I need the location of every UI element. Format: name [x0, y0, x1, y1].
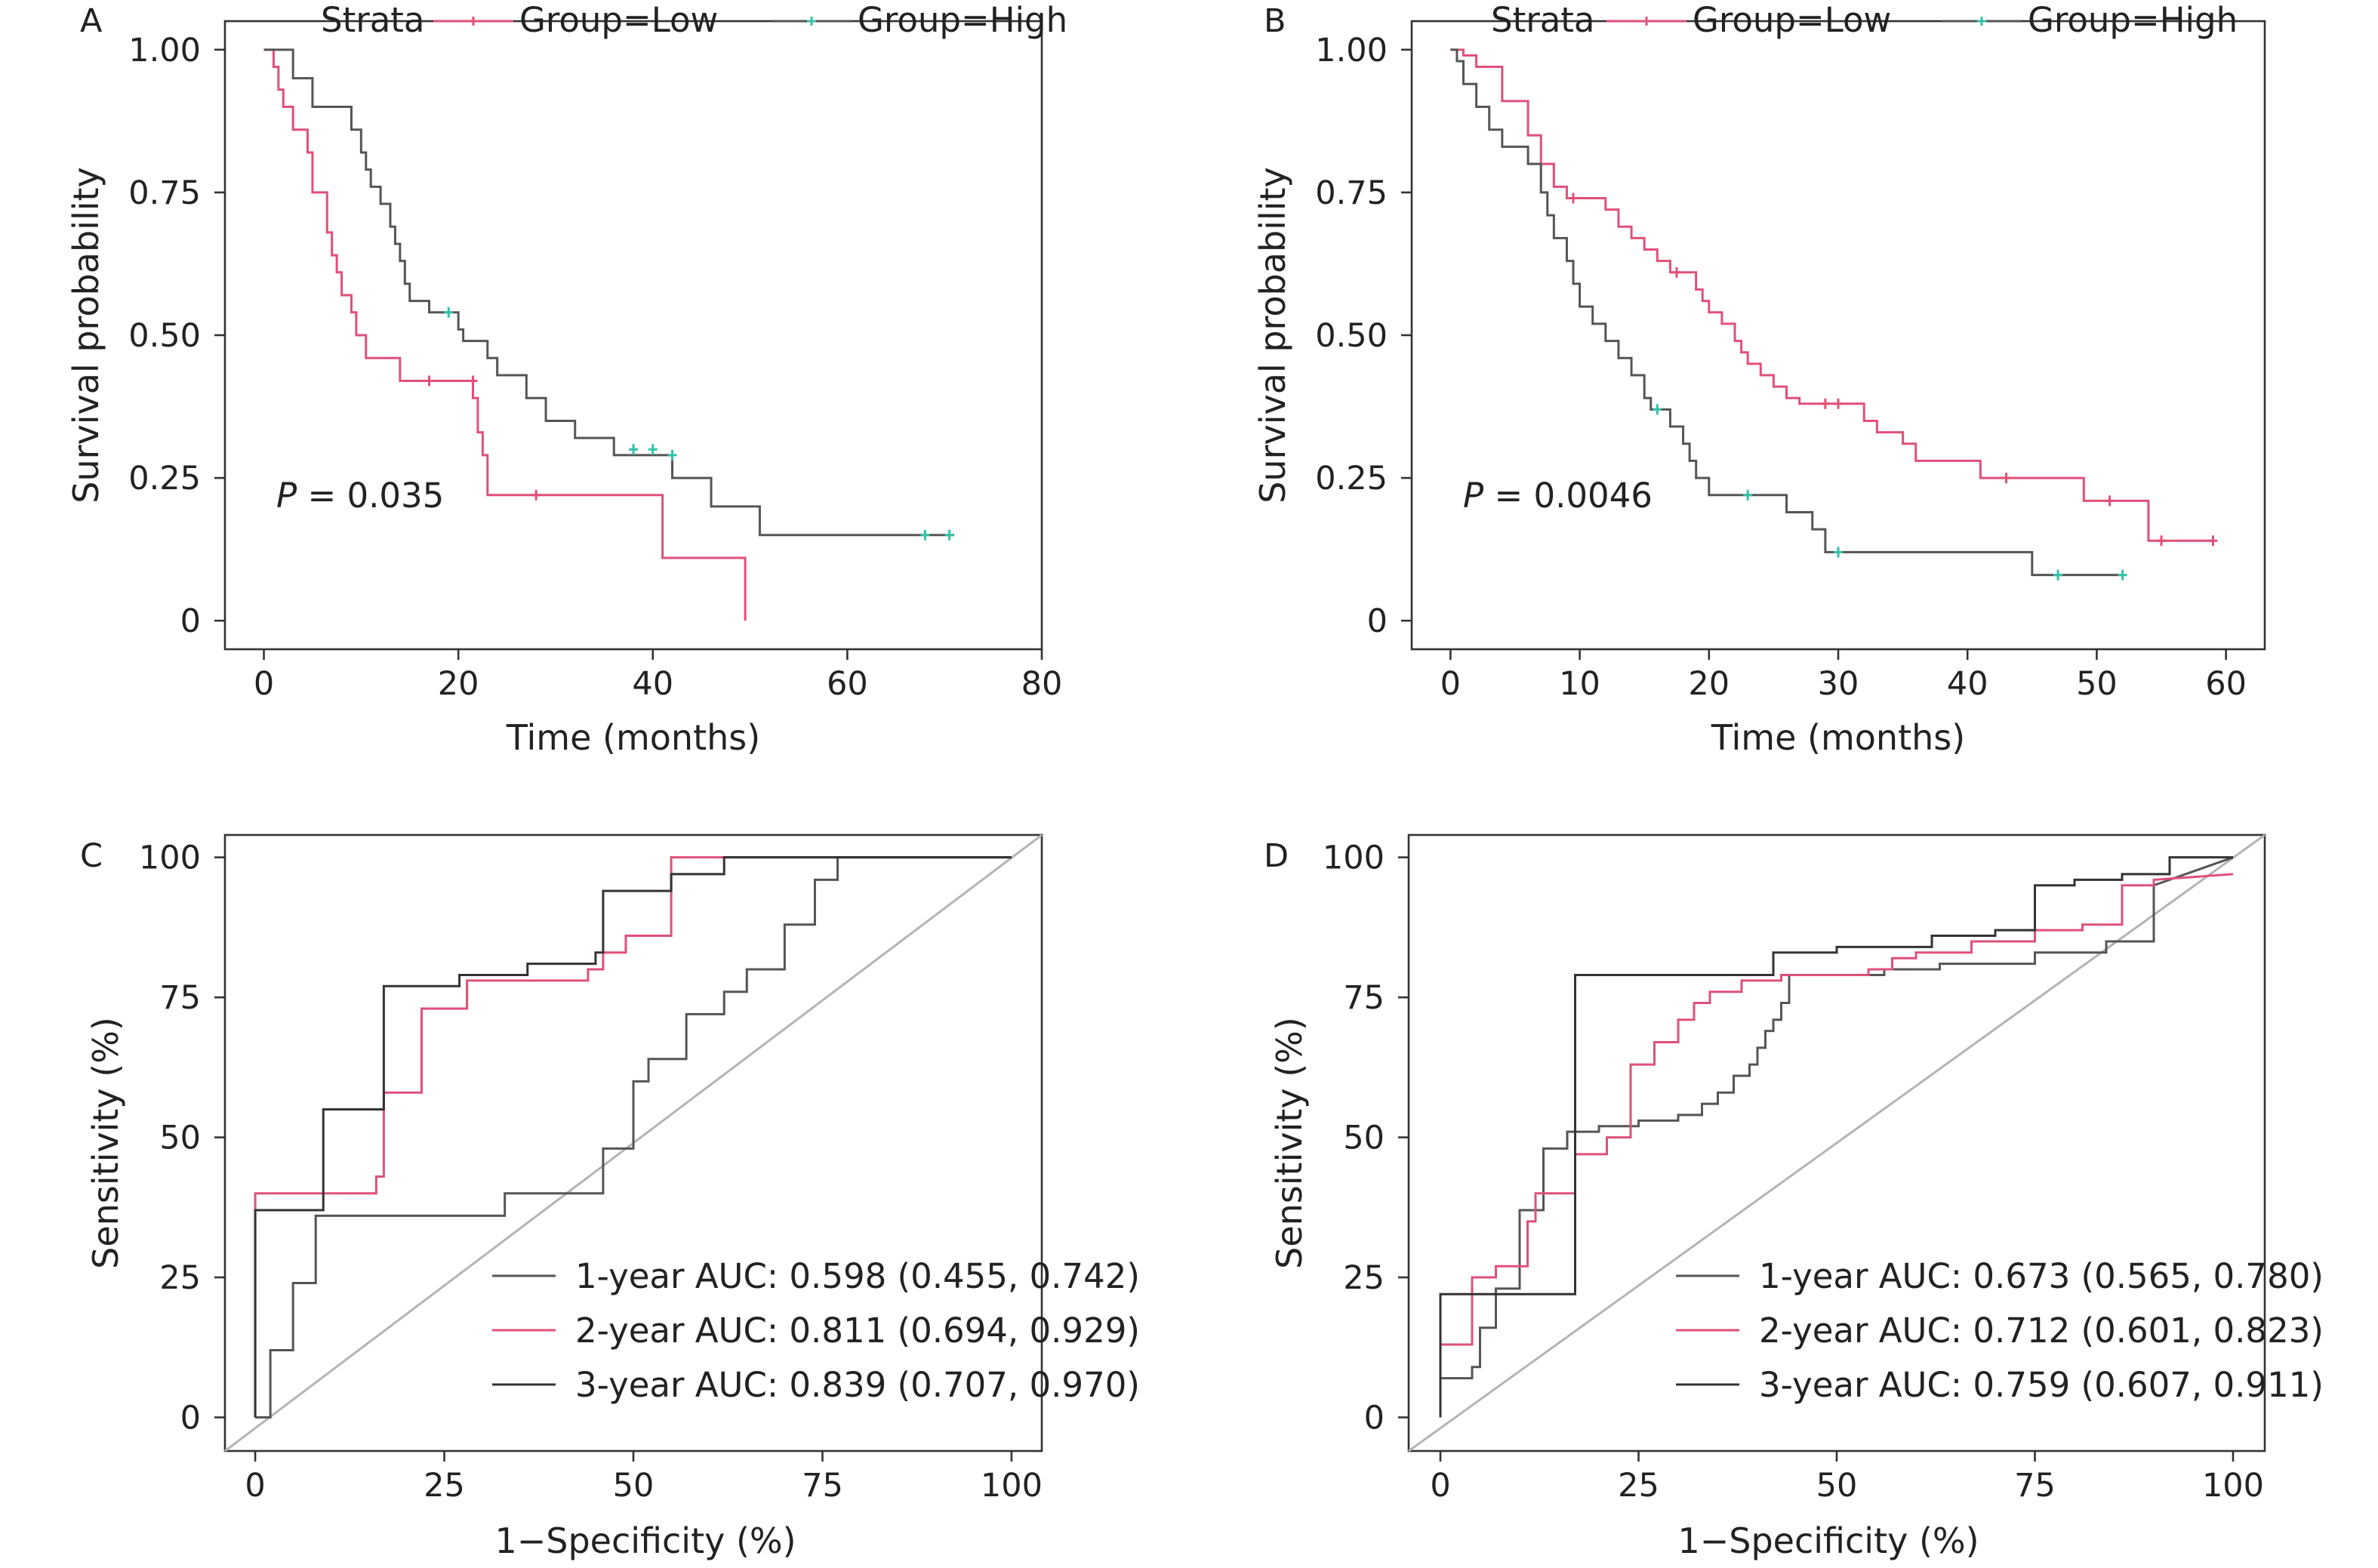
legend-label-d: 3-year AUC: 0.759 (0.607, 0.911) — [1759, 1365, 2324, 1405]
x-tick-label-d: 50 — [1816, 1467, 1858, 1505]
legend-a: Strata Group=Low Group=High — [321, 0, 1067, 40]
y-tick-label-b: 0.25 — [1315, 460, 1388, 498]
panel-c-roc-plot: C 0 25 50 75 100 0 25 50 75 100 1-year AUC: 0.598… — [80, 833, 1140, 1561]
x-tick-label-c: 100 — [981, 1467, 1043, 1505]
panel-letter-d: D — [1264, 837, 1289, 875]
x-tick-label-a: 0 — [254, 665, 274, 703]
x-tick-label-d: 100 — [2202, 1467, 2264, 1505]
axis-ticks-d: 0 25 50 75 100 0 25 50 75 100 — [1323, 839, 2264, 1505]
legend-label-a: Group=High — [858, 0, 1067, 40]
y-tick-label-b: 0 — [1367, 602, 1388, 640]
roc-curve-c-3yr — [254, 856, 1012, 1418]
roc-curve-c-2yr — [254, 856, 1012, 1418]
legend-label-c: 3-year AUC: 0.839 (0.707, 0.970) — [575, 1365, 1140, 1405]
series-layer-a — [263, 48, 955, 621]
panel-b-survival-plot: B 0 10 20 30 40 50 60 0 0.25 0.50 0.75 1.00 Strata G… — [1252, 0, 2266, 758]
y-tick-label-a: 0.25 — [128, 460, 201, 498]
x-tick-label-a: 20 — [438, 665, 479, 703]
x-tick-label-b: 20 — [1688, 665, 1730, 703]
x-tick-label-b: 0 — [1440, 665, 1461, 703]
y-tick-label-d: 75 — [1343, 979, 1385, 1017]
y-tick-label-a: 0.50 — [128, 317, 201, 355]
x-axis-title-b: Time (months) — [1711, 717, 1965, 758]
x-tick-label-b: 40 — [1947, 665, 1988, 703]
km-curve-a-low — [263, 48, 747, 621]
y-tick-label-b: 0.75 — [1315, 174, 1388, 212]
y-axis-title-b: Survival probability — [1252, 167, 1293, 504]
legend-label-c: 1-year AUC: 0.598 (0.455, 0.742) — [575, 1256, 1140, 1296]
x-tick-label-a: 60 — [827, 665, 868, 703]
legend-label-a: Group=Low — [519, 0, 718, 40]
x-axis-title-c: 1−Specificity (%) — [494, 1520, 796, 1561]
roc-curve-d-2yr — [1439, 873, 2234, 1418]
x-tick-label-a: 40 — [632, 665, 673, 703]
panel-letter-a: A — [80, 2, 103, 40]
x-tick-label-c: 0 — [245, 1467, 265, 1505]
y-tick-label-a: 0 — [180, 602, 201, 640]
x-tick-label-c: 75 — [802, 1467, 843, 1505]
x-tick-label-c: 50 — [613, 1467, 655, 1505]
axis-ticks-a: 0 20 40 60 80 0 0.25 0.50 0.75 1.00 — [128, 32, 1062, 703]
y-tick-label-b: 0.50 — [1315, 317, 1388, 355]
y-axis-title-d: Sensitivity (%) — [1269, 1017, 1310, 1269]
axis-ticks-b: 0 10 20 30 40 50 60 0 0.25 0.50 0.75 1.00 — [1315, 32, 2247, 703]
series-layer-b — [1450, 48, 2218, 581]
p-value-annotation-a: P = 0.035 — [276, 476, 444, 516]
x-tick-label-d: 0 — [1430, 1467, 1450, 1505]
legend-c: 1-year AUC: 0.598 (0.455, 0.742) 2-year A… — [492, 1256, 1140, 1405]
y-tick-label-c: 50 — [159, 1120, 201, 1157]
y-tick-label-d: 50 — [1343, 1120, 1385, 1157]
x-tick-label-c: 25 — [424, 1467, 465, 1505]
x-tick-label-d: 25 — [1618, 1467, 1659, 1505]
plot-frame-a — [223, 20, 1043, 651]
x-tick-label-b: 50 — [2076, 665, 2118, 703]
panel-letter-b: B — [1264, 2, 1286, 40]
y-tick-label-a: 1.00 — [128, 32, 201, 69]
y-tick-label-c: 25 — [159, 1259, 201, 1297]
reference-diagonal-d — [1408, 833, 2266, 1452]
legend-label-d: 1-year AUC: 0.673 (0.565, 0.780) — [1759, 1256, 2324, 1296]
legend-title-a: Strata — [321, 0, 425, 40]
x-tick-label-b: 10 — [1559, 665, 1600, 703]
legend-b: Strata Group=Low Group=High — [1491, 0, 2238, 40]
x-tick-label-d: 75 — [2014, 1467, 2056, 1505]
legend-label-c: 2-year AUC: 0.811 (0.694, 0.929) — [575, 1311, 1140, 1351]
panel-a-survival-plot: A 0 20 40 60 80 0 0.25 0.50 0.75 1.00 Strata Group… — [66, 0, 1067, 758]
p-value-annotation-b: P = 0.0046 — [1463, 476, 1653, 516]
y-tick-label-d: 0 — [1364, 1399, 1385, 1437]
roc-curve-c-1yr — [255, 856, 1012, 1419]
y-tick-label-a: 0.75 — [128, 174, 201, 212]
legend-label-b: Group=High — [2028, 0, 2238, 40]
legend-label-d: 2-year AUC: 0.712 (0.601, 0.823) — [1759, 1311, 2324, 1351]
y-tick-label-d: 25 — [1343, 1259, 1385, 1297]
y-tick-label-c: 75 — [159, 979, 201, 1017]
y-tick-label-c: 0 — [180, 1399, 201, 1437]
series-layer-c — [224, 833, 1043, 1452]
series-layer-d — [1408, 833, 2266, 1452]
x-tick-label-b: 30 — [1818, 665, 1859, 703]
y-axis-title-c: Sensitivity (%) — [85, 1017, 126, 1269]
km-curve-b-high — [1450, 48, 2123, 577]
x-axis-title-a: Time (months) — [506, 717, 760, 758]
roc-curve-d-1yr — [1439, 856, 2234, 1418]
x-tick-label-a: 80 — [1021, 665, 1063, 703]
y-tick-label-d: 100 — [1323, 839, 1385, 877]
legend-label-b: Group=Low — [1693, 0, 1891, 40]
y-tick-label-b: 1.00 — [1315, 32, 1388, 69]
axis-ticks-c: 0 25 50 75 100 0 25 50 75 100 — [139, 839, 1043, 1505]
x-tick-label-b: 60 — [2205, 665, 2247, 703]
x-axis-title-d: 1−Specificity (%) — [1677, 1520, 1979, 1561]
y-axis-title-a: Survival probability — [66, 167, 106, 504]
km-curve-a-high — [263, 48, 955, 537]
legend-title-b: Strata — [1491, 0, 1595, 40]
km-curve-b-low — [1450, 48, 2213, 542]
panel-d-roc-plot: D 0 25 50 75 100 0 25 50 75 100 1-year AUC: 0.673… — [1264, 833, 2324, 1561]
legend-d: 1-year AUC: 0.673 (0.565, 0.780) 2-year A… — [1676, 1256, 2324, 1405]
panel-letter-c: C — [80, 837, 103, 875]
y-tick-label-c: 100 — [139, 839, 201, 877]
roc-curve-d-3yr — [1439, 856, 2233, 1418]
